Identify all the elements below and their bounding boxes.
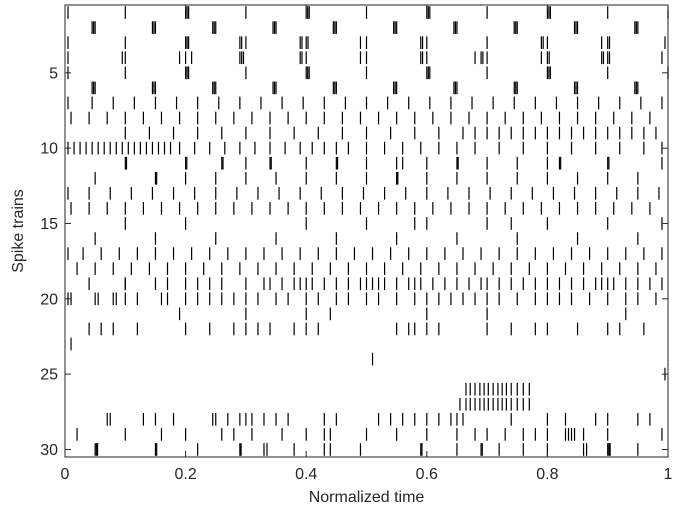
x-tick-label: 0 (61, 466, 70, 483)
x-tick-label: 0.6 (416, 466, 438, 483)
y-tick-label: 20 (40, 291, 58, 308)
x-tick-label: 1 (664, 466, 673, 483)
x-axis-label: Normalized time (309, 489, 425, 506)
y-tick-label: 25 (40, 367, 58, 384)
x-tick-label: 0.4 (295, 466, 317, 483)
y-axis-label: Spike trains (10, 189, 27, 273)
y-tick-label: 30 (40, 442, 58, 459)
x-tick-label: 0.2 (174, 466, 196, 483)
plot-area (64, 4, 669, 458)
spike-marks (67, 6, 669, 456)
y-tick-label: 15 (40, 216, 58, 233)
y-tick-label: 10 (40, 141, 58, 158)
x-tick-label: 0.8 (536, 466, 558, 483)
y-tick-label: 5 (49, 65, 58, 82)
